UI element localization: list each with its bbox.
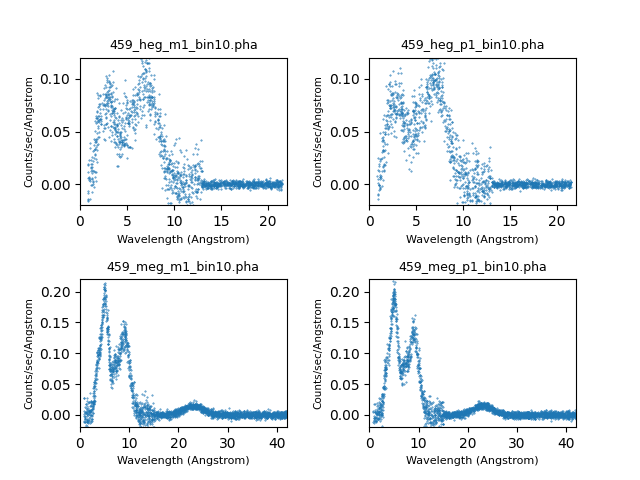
Title: 459_heg_p1_bin10.pha: 459_heg_p1_bin10.pha (401, 39, 545, 52)
Y-axis label: Counts/sec/Angstrom: Counts/sec/Angstrom (24, 297, 34, 409)
X-axis label: Wavelength (Angstrom): Wavelength (Angstrom) (406, 235, 539, 245)
Y-axis label: Counts/sec/Angstrom: Counts/sec/Angstrom (314, 75, 323, 188)
Title: 459_meg_m1_bin10.pha: 459_meg_m1_bin10.pha (107, 261, 260, 274)
Title: 459_meg_p1_bin10.pha: 459_meg_p1_bin10.pha (398, 261, 547, 274)
Y-axis label: Counts/sec/Angstrom: Counts/sec/Angstrom (314, 297, 323, 409)
X-axis label: Wavelength (Angstrom): Wavelength (Angstrom) (117, 235, 250, 245)
Title: 459_heg_m1_bin10.pha: 459_heg_m1_bin10.pha (109, 39, 258, 52)
X-axis label: Wavelength (Angstrom): Wavelength (Angstrom) (117, 456, 250, 467)
X-axis label: Wavelength (Angstrom): Wavelength (Angstrom) (406, 456, 539, 467)
Y-axis label: Counts/sec/Angstrom: Counts/sec/Angstrom (24, 75, 34, 188)
